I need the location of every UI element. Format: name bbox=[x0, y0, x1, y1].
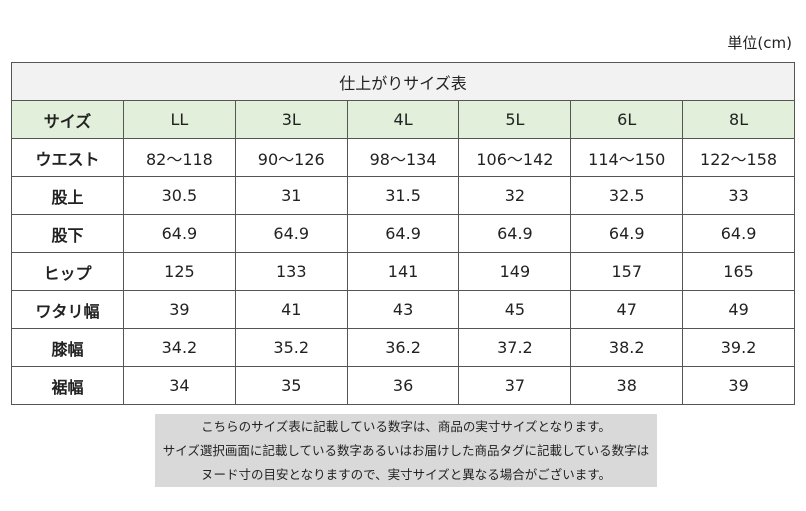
cell: 39 bbox=[682, 366, 795, 405]
cell: 38 bbox=[570, 366, 684, 405]
size-header: 4L bbox=[346, 100, 460, 139]
cell: 125 bbox=[123, 252, 236, 291]
cell: 122〜158 bbox=[682, 138, 795, 177]
cell: 37.2 bbox=[458, 328, 572, 367]
cell: 31.5 bbox=[346, 176, 460, 215]
cell: 82〜118 bbox=[123, 138, 236, 177]
row-header: 股上 bbox=[11, 176, 124, 215]
row-header: ワタリ幅 bbox=[11, 290, 124, 329]
data-row: 股下 64.9 64.9 64.9 64.9 64.9 64.9 bbox=[11, 214, 795, 253]
cell: 34 bbox=[123, 366, 236, 405]
cell: 98〜134 bbox=[346, 138, 460, 177]
row-header: 裾幅 bbox=[11, 366, 124, 405]
cell: 36 bbox=[346, 366, 460, 405]
cell: 157 bbox=[570, 252, 684, 291]
row-header: サイズ bbox=[11, 100, 124, 139]
cell: 64.9 bbox=[570, 214, 684, 253]
cell: 31 bbox=[234, 176, 348, 215]
notes-box: こちらのサイズ表に記載している数字は、商品の実寸サイズとなります。サイズ選択画面… bbox=[155, 414, 657, 487]
cell: 33 bbox=[682, 176, 795, 215]
cell: 133 bbox=[234, 252, 348, 291]
row-header: ヒップ bbox=[11, 252, 124, 291]
cell: 45 bbox=[458, 290, 572, 329]
cell: 64.9 bbox=[123, 214, 236, 253]
cell: 47 bbox=[570, 290, 684, 329]
header-row: サイズ LL 3L 4L 5L 6L 8L bbox=[11, 100, 795, 139]
size-header: 5L bbox=[458, 100, 572, 139]
cell: 90〜126 bbox=[234, 138, 348, 177]
cell: 32.5 bbox=[570, 176, 684, 215]
cell: 106〜142 bbox=[458, 138, 572, 177]
cell: 41 bbox=[234, 290, 348, 329]
cell: 49 bbox=[682, 290, 795, 329]
cell: 37 bbox=[458, 366, 572, 405]
cell: 35 bbox=[234, 366, 348, 405]
note-line: ヌード寸の目安となりますので、実寸サイズと異なる場合がございます。 bbox=[200, 467, 611, 482]
data-row: ワタリ幅 39 41 43 45 47 49 bbox=[11, 290, 795, 329]
data-row: 膝幅 34.2 35.2 36.2 37.2 38.2 39.2 bbox=[11, 328, 795, 367]
cell: 39 bbox=[123, 290, 236, 329]
unit-label: 単位(cm) bbox=[727, 34, 792, 52]
cell: 114〜150 bbox=[570, 138, 684, 177]
size-header: 8L bbox=[682, 100, 795, 139]
data-row: 裾幅 34 35 36 37 38 39 bbox=[11, 366, 795, 405]
table-body: 仕上がりサイズ表 サイズ LL 3L 4L 5L 6L 8L ウエスト 82〜118 90〜126… bbox=[11, 62, 795, 405]
cell: 64.9 bbox=[458, 214, 572, 253]
cell: 39.2 bbox=[682, 328, 795, 367]
size-header: 6L bbox=[570, 100, 684, 139]
size-table: 仕上がりサイズ表 サイズ LL 3L 4L 5L 6L 8L ウエスト 82〜118 90〜126… bbox=[11, 62, 795, 405]
data-row: ヒップ 125 133 141 149 157 165 bbox=[11, 252, 795, 291]
data-row: 股上 30.5 31 31.5 32 32.5 33 bbox=[11, 176, 795, 215]
cell: 64.9 bbox=[234, 214, 348, 253]
row-header: 股下 bbox=[11, 214, 124, 253]
cell: 38.2 bbox=[570, 328, 684, 367]
cell: 32 bbox=[458, 176, 572, 215]
cell: 30.5 bbox=[123, 176, 236, 215]
size-header: 3L bbox=[234, 100, 348, 139]
row-header: ウエスト bbox=[11, 138, 124, 177]
cell: 43 bbox=[346, 290, 460, 329]
cell: 149 bbox=[458, 252, 572, 291]
cell: 35.2 bbox=[234, 328, 348, 367]
cell: 141 bbox=[346, 252, 460, 291]
note-line: サイズ選択画面に記載している数字あるいはお届けした商品タグに記載している数字は bbox=[162, 443, 650, 458]
note-line: こちらのサイズ表に記載している数字は、商品の実寸サイズとなります。 bbox=[201, 419, 611, 434]
row-header: 膝幅 bbox=[11, 328, 124, 367]
cell: 165 bbox=[682, 252, 795, 291]
cell: 36.2 bbox=[346, 328, 460, 367]
size-header: LL bbox=[123, 100, 236, 139]
cell: 34.2 bbox=[123, 328, 236, 367]
cell: 64.9 bbox=[346, 214, 460, 253]
table-title: 仕上がりサイズ表 bbox=[11, 62, 795, 101]
title-row: 仕上がりサイズ表 bbox=[11, 62, 795, 101]
data-row: ウエスト 82〜118 90〜126 98〜134 106〜142 114〜150 122〜… bbox=[11, 138, 795, 177]
cell: 64.9 bbox=[682, 214, 795, 253]
